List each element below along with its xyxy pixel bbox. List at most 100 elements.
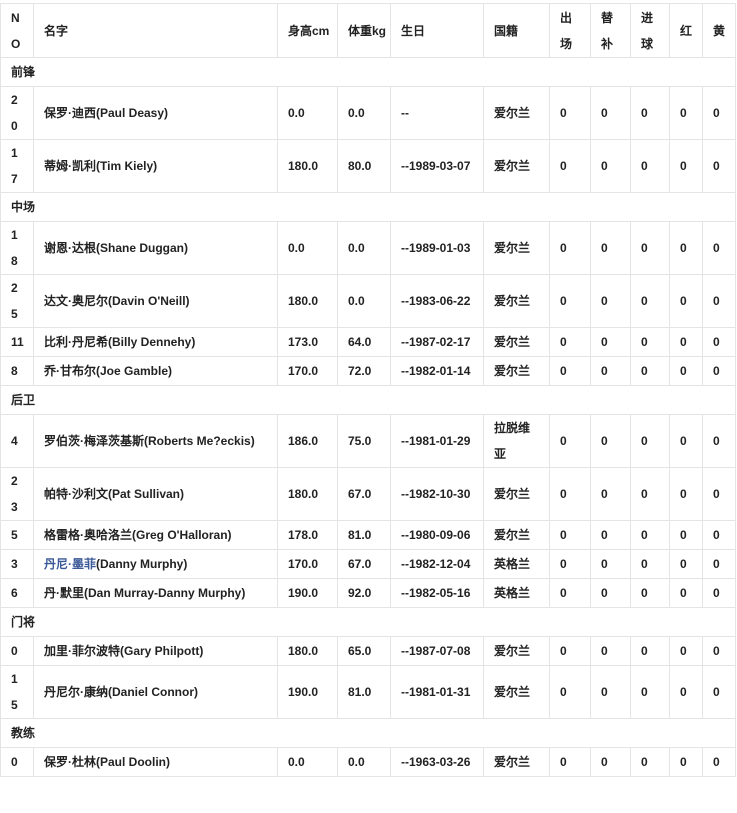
player-apps: 0 [549, 467, 591, 521]
player-birthday: --1981-01-31 [390, 665, 484, 719]
player-subs: 0 [590, 139, 631, 193]
player-height: 0.0 [277, 86, 338, 140]
player-no-cell: 11 [0, 327, 34, 357]
player-goals: 0 [630, 467, 670, 521]
header-no: NO [0, 3, 34, 58]
player-no-cell: 6 [0, 578, 34, 608]
player-no-cell: 20 [0, 86, 34, 140]
player-name: (Danny Murphy) [96, 557, 188, 571]
player-name: 格雷格·奥哈洛兰(Greg O'Halloran) [44, 528, 232, 542]
player-apps: 0 [549, 549, 591, 579]
player-name-cell: 丹尼尔·康纳(Daniel Connor) [33, 665, 278, 719]
player-apps: 0 [549, 414, 591, 468]
player-no: 17 [11, 146, 18, 186]
player-yellow: 0 [702, 549, 736, 579]
player-no-cell: 4 [0, 414, 34, 468]
player-name: 蒂姆·凯利(Tim Kiely) [44, 159, 158, 173]
player-no: 8 [11, 364, 18, 378]
player-subs: 0 [590, 636, 631, 666]
player-name: 保罗·杜林(Paul Doolin) [44, 755, 170, 769]
player-red: 0 [669, 274, 703, 328]
player-goals: 0 [630, 414, 670, 468]
player-red: 0 [669, 356, 703, 386]
player-height: 0.0 [277, 747, 338, 777]
player-red: 0 [669, 467, 703, 521]
player-nation: 爱尔兰 [483, 356, 550, 386]
player-yellow: 0 [702, 86, 736, 140]
player-no: 15 [11, 672, 18, 712]
player-subs: 0 [590, 274, 631, 328]
player-nation: 英格兰 [483, 549, 550, 579]
player-no: 4 [11, 434, 18, 448]
player-birthday: --1981-01-29 [390, 414, 484, 468]
player-birthday: --1980-09-06 [390, 520, 484, 550]
player-name-cell: 比利·丹尼希(Billy Dennehy) [33, 327, 278, 357]
player-weight: 80.0 [337, 139, 391, 193]
player-no-cell: 17 [0, 139, 34, 193]
player-red: 0 [669, 327, 703, 357]
player-birthday: --1989-03-07 [390, 139, 484, 193]
player-weight: 72.0 [337, 356, 391, 386]
player-nation: 英格兰 [483, 578, 550, 608]
player-height: 186.0 [277, 414, 338, 468]
player-no-cell: 18 [0, 221, 34, 275]
player-name-cell: 谢恩·达根(Shane Duggan) [33, 221, 278, 275]
player-birthday: --1983-06-22 [390, 274, 484, 328]
player-apps: 0 [549, 356, 591, 386]
player-apps: 0 [549, 139, 591, 193]
player-no: 18 [11, 228, 18, 268]
header-subs: 替补 [590, 3, 631, 58]
player-row: 6 丹·默里(Dan Murray-Danny Murphy) 190.0 92.0-… [0, 578, 736, 608]
player-weight: 0.0 [337, 747, 391, 777]
player-no: 6 [11, 586, 18, 600]
player-nation: 爱尔兰 [483, 747, 550, 777]
player-name-cell: 格雷格·奥哈洛兰(Greg O'Halloran) [33, 520, 278, 550]
player-red: 0 [669, 86, 703, 140]
player-nation: 爱尔兰 [483, 665, 550, 719]
player-no: 3 [11, 557, 18, 571]
player-height: 178.0 [277, 520, 338, 550]
player-goals: 0 [630, 665, 670, 719]
player-name: 丹·默里(Dan Murray-Danny Murphy) [44, 586, 246, 600]
player-name: 乔·甘布尔(Joe Gamble) [44, 364, 173, 378]
player-yellow: 0 [702, 467, 736, 521]
player-birthday: -- [390, 86, 484, 140]
player-birthday: --1987-07-08 [390, 636, 484, 666]
player-subs: 0 [590, 327, 631, 357]
player-name-cell: 加里·菲尔波特(Gary Philpott) [33, 636, 278, 666]
section-row: 后卫 [0, 385, 736, 415]
player-no: 11 [11, 335, 24, 349]
header-weight: 体重kg [337, 3, 391, 58]
player-row: 3 丹尼·墨菲(Danny Murphy) 170.0 67.0 --1982-12-0… [0, 549, 736, 579]
player-no-cell: 15 [0, 665, 34, 719]
player-birthday: --1982-05-16 [390, 578, 484, 608]
player-apps: 0 [549, 665, 591, 719]
player-weight: 65.0 [337, 636, 391, 666]
section-row: 前锋 [0, 57, 736, 87]
player-subs: 0 [590, 221, 631, 275]
player-yellow: 0 [702, 274, 736, 328]
player-goals: 0 [630, 327, 670, 357]
player-no-cell: 25 [0, 274, 34, 328]
player-nation: 爱尔兰 [483, 636, 550, 666]
player-height: 180.0 [277, 636, 338, 666]
player-subs: 0 [590, 747, 631, 777]
player-no: 23 [11, 474, 18, 514]
player-name-link[interactable]: 丹尼·墨菲 [44, 557, 96, 571]
player-yellow: 0 [702, 665, 736, 719]
player-weight: 81.0 [337, 520, 391, 550]
player-subs: 0 [590, 467, 631, 521]
player-goals: 0 [630, 356, 670, 386]
player-name: 谢恩·达根(Shane Duggan) [44, 241, 188, 255]
player-row: 23 帕特·沙利文(Pat Sullivan) 180.0 67.0 --1982-10… [0, 467, 736, 521]
player-subs: 0 [590, 86, 631, 140]
player-apps: 0 [549, 578, 591, 608]
player-yellow: 0 [702, 578, 736, 608]
player-nation: 爱尔兰 [483, 221, 550, 275]
player-height: 190.0 [277, 665, 338, 719]
section-title: 前锋 [0, 57, 736, 87]
player-birthday: --1982-01-14 [390, 356, 484, 386]
section-row: 教练 [0, 718, 736, 748]
player-red: 0 [669, 747, 703, 777]
player-goals: 0 [630, 636, 670, 666]
